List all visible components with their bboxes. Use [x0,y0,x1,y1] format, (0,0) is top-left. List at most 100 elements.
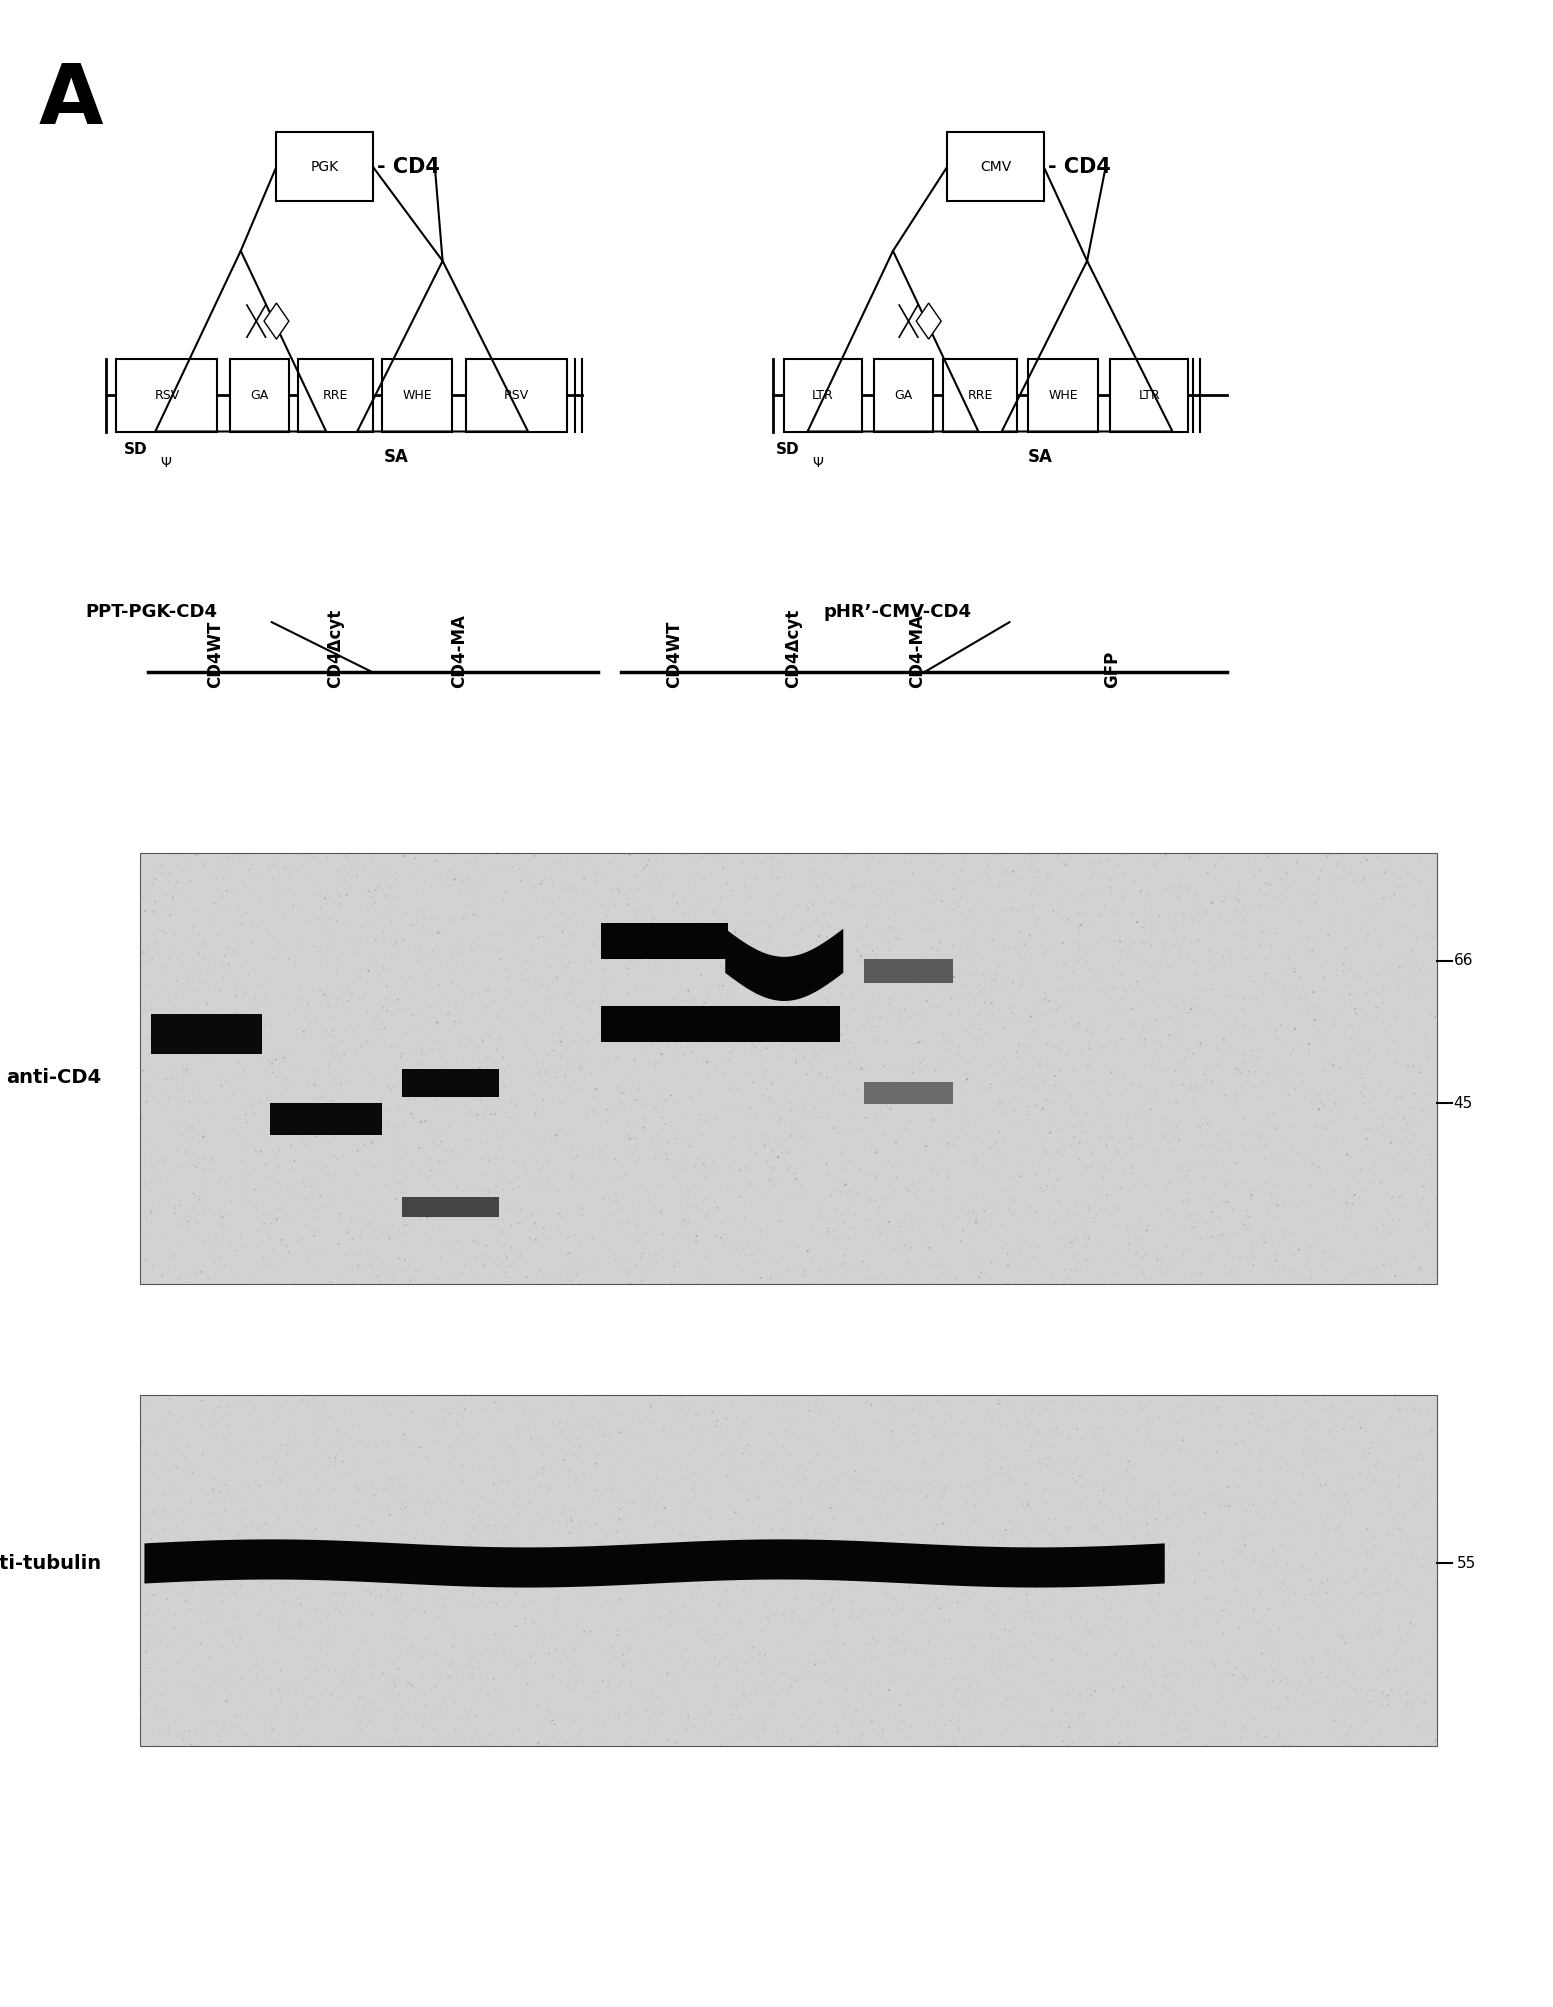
Point [902,1469,927,1501]
Point [856,1128,881,1160]
Point [531,1150,556,1182]
Point [1191,1555,1216,1588]
Point [1266,1575,1291,1608]
Point [694,1001,719,1034]
Point [932,1094,957,1126]
Point [485,1116,509,1148]
Point [626,1128,651,1160]
Point [834,1569,859,1602]
Point [561,1439,585,1471]
Point [1253,1676,1278,1708]
Point [244,1624,269,1656]
Point [1346,969,1371,1001]
Point [447,1535,472,1567]
Point [199,1180,224,1212]
Point [144,999,169,1032]
Point [887,1419,912,1451]
Point [172,1146,197,1178]
Point [363,1726,388,1758]
Point [276,859,301,891]
Point [995,1411,1020,1443]
Point [1381,1204,1405,1236]
Point [329,1146,354,1178]
Point [261,1032,286,1064]
Point [219,997,244,1030]
Point [1022,1604,1047,1636]
Point [287,1391,312,1423]
Point [346,1168,371,1200]
Point [135,1471,160,1503]
Point [292,1156,317,1188]
Point [1199,1469,1224,1501]
Point [1025,1230,1050,1262]
Point [467,953,492,985]
Point [790,935,815,967]
Point [1123,1220,1148,1252]
Point [290,1702,315,1734]
Point [1269,1453,1294,1485]
Point [1045,1112,1070,1144]
Point [612,1650,637,1682]
Point [693,1692,717,1724]
Point [180,1150,205,1182]
Point [1081,1066,1106,1098]
Point [863,1026,888,1058]
Point [1409,1214,1433,1246]
Point [235,1467,259,1499]
Point [674,1146,699,1178]
Point [1165,1602,1190,1634]
Point [1084,1569,1109,1602]
Point [1401,1156,1426,1188]
Point [530,1254,554,1286]
Point [1152,1660,1177,1692]
Point [641,1580,666,1612]
Point [975,1467,1000,1499]
Point [851,945,876,977]
Point [702,1618,727,1650]
Point [691,1034,716,1066]
Point [315,1108,340,1140]
Point [340,1726,365,1758]
Point [505,1571,530,1604]
Point [491,839,516,871]
Point [778,1646,803,1678]
Point [331,1439,356,1471]
Point [607,1670,632,1702]
Point [262,1465,287,1497]
Point [1148,1246,1173,1278]
Point [545,1584,570,1616]
Point [800,1381,825,1413]
Point [660,1258,685,1291]
Point [739,1399,764,1431]
Point [143,1413,168,1445]
Point [339,869,363,901]
Point [988,1152,1013,1184]
Point [677,1455,702,1487]
Point [1221,1660,1246,1692]
Point [391,839,416,871]
Point [727,1220,752,1252]
Point [307,1082,332,1114]
Point [1253,1455,1278,1487]
Point [851,1674,876,1706]
Point [902,911,927,943]
Point [360,873,385,905]
Point [1225,1058,1250,1090]
Point [1145,957,1169,989]
Point [702,1634,727,1666]
Point [179,865,203,897]
Point [346,1678,371,1710]
Point [394,1226,419,1258]
Point [505,1489,530,1521]
Point [564,1666,589,1698]
Point [1253,1068,1278,1100]
Point [826,1706,851,1738]
Point [672,1606,697,1638]
Point [183,1716,208,1748]
Point [617,1634,641,1666]
Point [764,997,789,1030]
Point [604,851,629,883]
Point [950,1724,975,1756]
Point [1149,1054,1174,1086]
Point [306,1473,331,1505]
